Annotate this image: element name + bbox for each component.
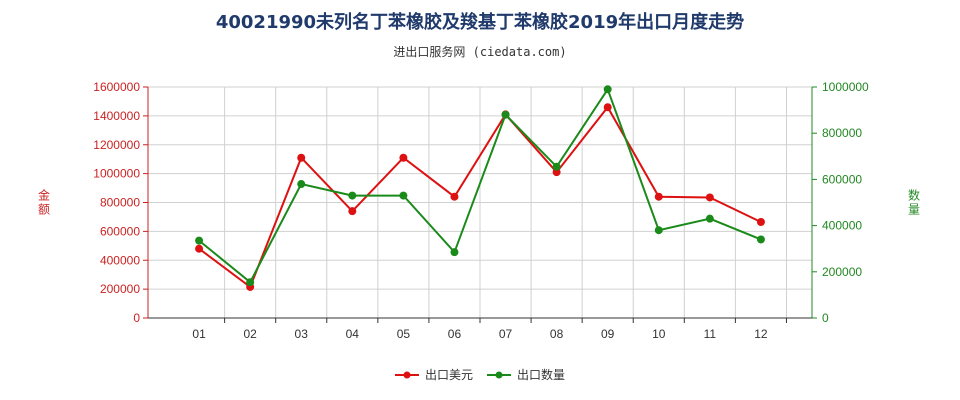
data-point xyxy=(246,278,255,287)
x-tick-label: 12 xyxy=(754,327,768,341)
data-point xyxy=(756,235,765,244)
grid xyxy=(147,86,813,319)
y-right-axis-title: 数量 xyxy=(908,188,920,217)
data-point xyxy=(348,207,357,216)
y-left-axis-title-char: 额 xyxy=(38,203,50,217)
legend-marker xyxy=(495,371,503,379)
data-point xyxy=(399,153,408,162)
data-point xyxy=(450,248,459,257)
legend: 出口美元 出口数量 xyxy=(395,367,565,382)
y-left-axis-title-char: 金 xyxy=(38,188,50,203)
series-2 xyxy=(195,85,765,287)
legend-label: 出口美元 xyxy=(425,368,473,382)
data-point xyxy=(399,191,408,200)
y-left-tick-label: 1000000 xyxy=(93,167,140,181)
data-point xyxy=(552,162,561,171)
x-tick-label: 10 xyxy=(652,327,666,341)
y-right-axis-title-char: 数 xyxy=(908,188,920,203)
data-point xyxy=(603,103,612,112)
data-point xyxy=(450,192,459,201)
y-left-tick-label: 1600000 xyxy=(93,80,140,94)
series xyxy=(195,85,765,291)
x-tick-label: 06 xyxy=(448,327,462,341)
y-left-tick-label: 1200000 xyxy=(93,138,140,152)
x-tick-label: 08 xyxy=(550,327,564,341)
data-point xyxy=(348,191,357,200)
y-left-axis-title: 金额 xyxy=(38,188,50,217)
data-point xyxy=(654,226,663,235)
x-tick-label: 11 xyxy=(704,327,717,341)
legend-item-1: 出口美元 xyxy=(395,368,473,382)
x-tick-label: 05 xyxy=(397,327,411,341)
y-left-tick-label: 200000 xyxy=(100,282,140,296)
y-right-tick-label: 0 xyxy=(822,311,829,325)
y-right-tick-label: 800000 xyxy=(822,126,862,140)
data-point xyxy=(297,180,306,189)
x-tick-label: 09 xyxy=(601,327,615,341)
y-left-tick-label: 800000 xyxy=(100,196,140,210)
y-left-tick-label: 1400000 xyxy=(93,109,140,123)
data-point xyxy=(195,236,204,245)
legend-label: 出口数量 xyxy=(517,367,565,382)
data-point xyxy=(603,85,612,94)
data-point xyxy=(705,214,714,223)
data-point xyxy=(297,153,306,162)
y-right-tick-label: 200000 xyxy=(822,265,862,279)
y-right-axis-title-char: 量 xyxy=(908,203,920,217)
data-point xyxy=(756,217,765,226)
y-right-tick-label: 600000 xyxy=(822,172,862,186)
series-line xyxy=(198,105,762,289)
series-line xyxy=(198,87,762,284)
legend-marker xyxy=(403,371,411,379)
data-point xyxy=(552,168,561,177)
y-left-tick-label: 600000 xyxy=(100,224,140,238)
data-point xyxy=(195,244,204,253)
y-right-tick-label: 1000000 xyxy=(822,80,869,94)
data-point xyxy=(705,193,714,202)
x-tick-label: 07 xyxy=(499,327,513,341)
data-point xyxy=(654,192,663,201)
chart-subtitle: 进出口服务网 (ciedata.com) xyxy=(393,44,566,59)
y-left-tick-label: 400000 xyxy=(100,253,140,267)
y-left-tick-label: 0 xyxy=(133,311,140,325)
axes: 0 200000 400000 600000 800000 1000000 1200000 1… xyxy=(38,80,920,341)
y-right-tick-label: 400000 xyxy=(822,219,862,233)
legend-item-2: 出口数量 xyxy=(487,367,565,382)
x-tick-label: 01 xyxy=(192,327,206,341)
data-point xyxy=(501,110,510,119)
chart-title: 40021990未列名丁苯橡胶及羧基丁苯橡胶2019年出口月度走势 xyxy=(216,11,744,33)
x-tick-label: 03 xyxy=(295,327,309,341)
x-tick-label: 02 xyxy=(243,327,257,341)
x-tick-label: 04 xyxy=(346,327,360,341)
series-1 xyxy=(195,103,765,291)
